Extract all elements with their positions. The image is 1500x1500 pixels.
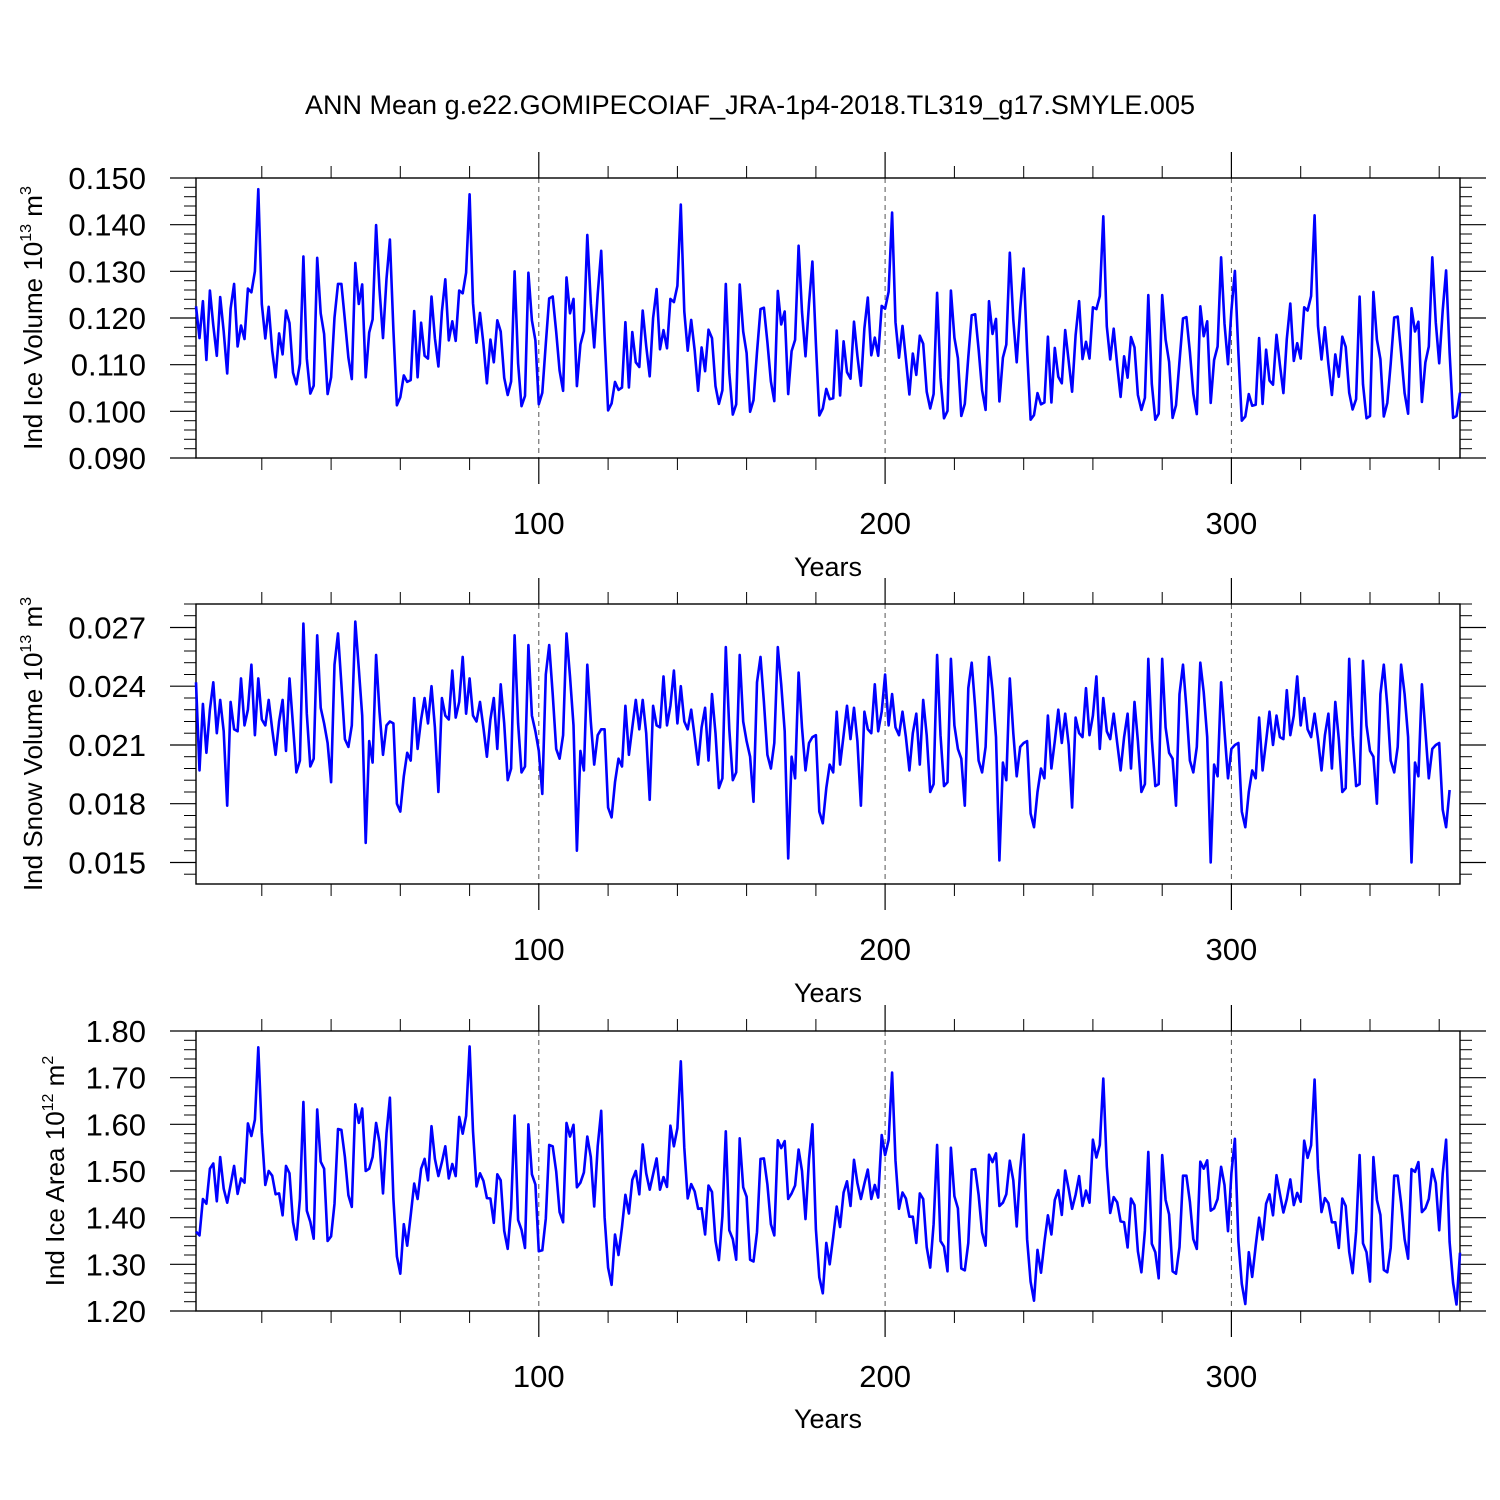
series-line bbox=[194, 187, 1462, 423]
y-axis-label: Ind Snow Volume 1013 m3 bbox=[18, 597, 48, 891]
y-tick-label: 0.140 bbox=[68, 208, 146, 243]
x-tick-label: 200 bbox=[859, 932, 911, 967]
y-tick-labels: 0.090 0.100 0.110 0.120 0.130 0.140 0.150 bbox=[68, 161, 146, 476]
vertical-gridlines bbox=[538, 604, 1232, 884]
x-tick-labels: 100 200 300 bbox=[513, 506, 1257, 541]
y-axis-label-unit: m bbox=[18, 195, 48, 217]
y-axis-label-unit-exponent: 3 bbox=[18, 597, 35, 606]
x-axis-label: Years bbox=[794, 1404, 862, 1434]
x-tick-label: 300 bbox=[1206, 506, 1258, 541]
y-axis-label-exponent: 13 bbox=[18, 224, 35, 242]
y-axis-label-unit: m bbox=[40, 1065, 70, 1087]
y-tick-label: 0.150 bbox=[68, 161, 146, 196]
y-axis-label-unit-exponent: 2 bbox=[40, 1056, 57, 1065]
x-tick-label: 100 bbox=[513, 506, 565, 541]
y-tick-label: 0.130 bbox=[68, 254, 146, 289]
x-axis-label: Years bbox=[794, 978, 862, 1008]
y-tick-label: 1.40 bbox=[86, 1201, 146, 1236]
y-tick-label: 1.60 bbox=[86, 1107, 146, 1142]
x-tick-label: 200 bbox=[859, 1359, 911, 1394]
minor-tick-marks bbox=[184, 592, 1472, 896]
y-tick-label: 0.090 bbox=[68, 441, 146, 476]
y-tick-labels: 1.20 1.30 1.40 1.50 1.60 1.70 1.80 bbox=[86, 1014, 146, 1329]
snow-volume-panel: 0.015 0.018 0.021 0.024 0.027 100 200 300 Ind … bbox=[18, 578, 1486, 1008]
x-axis-label: Years bbox=[794, 552, 862, 582]
y-axis-label-prefix: Ind Ice Area 10 bbox=[40, 1111, 70, 1286]
y-tick-label: 1.70 bbox=[86, 1061, 146, 1096]
minor-tick-marks bbox=[184, 1019, 1472, 1323]
major-tick-marks bbox=[170, 578, 1486, 910]
vertical-gridlines bbox=[538, 1031, 1232, 1311]
y-tick-label: 1.30 bbox=[86, 1247, 146, 1282]
y-axis-label-prefix: Ind Ice Volume 10 bbox=[18, 242, 48, 450]
y-tick-label: 0.100 bbox=[68, 394, 146, 429]
y-tick-label: 0.120 bbox=[68, 301, 146, 336]
figure-title: ANN Mean g.e22.GOMIPECOIAF_JRA-1p4-2018.… bbox=[305, 90, 1195, 120]
y-axis-label-unit-exponent: 3 bbox=[18, 186, 35, 195]
y-tick-label: 1.80 bbox=[86, 1014, 146, 1049]
x-tick-labels: 100 200 300 bbox=[513, 1359, 1257, 1394]
y-axis-label-unit: m bbox=[18, 606, 48, 628]
y-tick-label: 0.015 bbox=[68, 846, 146, 881]
x-tick-label: 200 bbox=[859, 506, 911, 541]
major-tick-marks bbox=[170, 152, 1486, 484]
x-tick-label: 300 bbox=[1206, 1359, 1258, 1394]
y-axis-label-prefix: Ind Snow Volume 10 bbox=[18, 653, 48, 892]
x-tick-label: 100 bbox=[513, 932, 565, 967]
y-axis-label: Ind Ice Area 1012 m2 bbox=[40, 1056, 70, 1287]
y-tick-label: 0.027 bbox=[68, 611, 146, 646]
major-tick-marks bbox=[170, 1005, 1486, 1337]
y-tick-label: 0.018 bbox=[68, 787, 146, 822]
series-line bbox=[195, 1045, 1462, 1306]
plot-frame bbox=[195, 1030, 1461, 1312]
plot-frame bbox=[195, 603, 1461, 885]
minor-tick-marks bbox=[184, 166, 1472, 470]
y-tick-label: 1.20 bbox=[86, 1294, 146, 1329]
y-axis-label-exponent: 13 bbox=[18, 635, 35, 653]
y-tick-label: 1.50 bbox=[86, 1154, 146, 1189]
x-tick-labels: 100 200 300 bbox=[513, 932, 1257, 967]
plot-frame bbox=[195, 177, 1461, 459]
y-tick-label: 0.021 bbox=[68, 728, 146, 763]
y-tick-label: 0.024 bbox=[68, 669, 146, 704]
x-tick-label: 100 bbox=[513, 1359, 565, 1394]
y-axis-label-exponent: 12 bbox=[40, 1093, 57, 1111]
y-axis-label: Ind Ice Volume 1013 m3 bbox=[18, 186, 48, 450]
ice-volume-panel: 0.090 0.100 0.110 0.120 0.130 0.140 0.150 100 2… bbox=[18, 152, 1486, 582]
y-tick-labels: 0.015 0.018 0.021 0.024 0.027 bbox=[68, 611, 146, 881]
series-line bbox=[194, 620, 1451, 864]
ice-area-panel: 1.20 1.30 1.40 1.50 1.60 1.70 1.80 100 200 300 I… bbox=[40, 1005, 1486, 1434]
x-tick-label: 300 bbox=[1206, 932, 1258, 967]
y-tick-label: 0.110 bbox=[71, 348, 146, 383]
